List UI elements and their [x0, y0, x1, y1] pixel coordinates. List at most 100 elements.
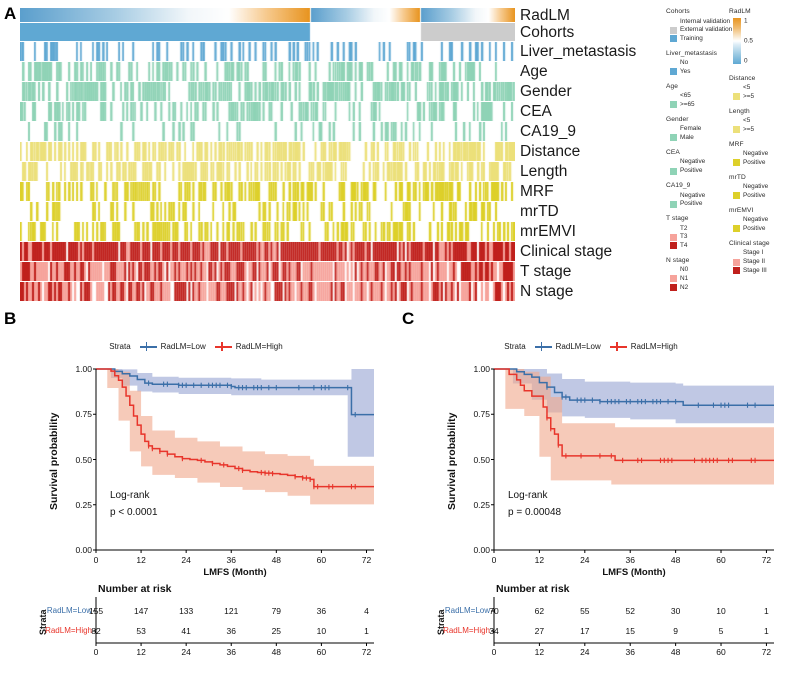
- legend-item-label: Female: [680, 125, 702, 133]
- legend-swatch: [670, 35, 677, 43]
- heatmap-label-t-stage: T stage: [520, 263, 572, 280]
- km-legend-label: RadLM=High: [630, 342, 678, 351]
- km-xtick-label: 12: [136, 555, 146, 565]
- legend-title: T stage: [666, 215, 689, 223]
- risk-value: 10: [716, 606, 726, 616]
- legend-title: Gender: [666, 115, 689, 123]
- km-ytick-label: 1.00: [75, 364, 92, 374]
- km-legend-key-radlm-low[interactable]: RadLM=Low: [139, 342, 206, 351]
- risk-table-xtick-label: 12: [534, 647, 545, 657]
- legend-group-age: Age <65 >=65: [666, 83, 728, 109]
- km-xtick-label: 24: [181, 555, 191, 565]
- heatmap-row-n-stage: [20, 282, 515, 301]
- heatmap-canvas: [20, 142, 515, 161]
- legend-column-right: RadLM 1 0.5 0 Distance <5 >=5 Length <5 >=5 MRF Neg…: [729, 8, 790, 282]
- heatmap-row-liver-metastasis: [20, 42, 515, 61]
- risk-table-axes: [93, 597, 374, 646]
- heatmap-canvas: [20, 42, 515, 61]
- heatmap-canvas: [20, 8, 515, 22]
- legend-item: Negative: [729, 150, 790, 158]
- legend-item-label: Internal validation: [680, 17, 731, 25]
- legend-swatch: [733, 216, 740, 224]
- km-xtick-label: 72: [361, 555, 372, 565]
- legend-swatch: [733, 117, 740, 125]
- risk-table-xtick-label: 36: [226, 647, 236, 657]
- legend-group-radlm-colorbar: RadLM 1 0.5 0: [729, 8, 790, 64]
- km-xtick-label: 60: [316, 555, 327, 565]
- legend-group-gender: Gender Female Male: [666, 116, 728, 142]
- km-xtick-label: 24: [580, 555, 590, 565]
- legend-item: >=5: [729, 93, 790, 101]
- legend-item: N1: [666, 275, 728, 283]
- legend-item-label: Positive: [743, 158, 766, 166]
- km-x-axis-label: LMFS (Month): [203, 567, 267, 578]
- heatmap-label-mrf: MRF: [520, 183, 554, 200]
- risk-value: 5: [718, 626, 724, 636]
- legend-swatch: [670, 192, 677, 200]
- legend-item-label: Stage III: [743, 266, 767, 274]
- km-y-axis-label: Survival probability: [446, 412, 458, 510]
- km-legend-key-radlm-high[interactable]: RadLM=High: [214, 342, 283, 351]
- km-ytick-label: 0.50: [473, 454, 490, 465]
- legend-swatch: [670, 26, 677, 34]
- km-legend-label: RadLM=Low: [160, 342, 206, 351]
- heatmap-canvas: [20, 202, 515, 221]
- colorbar-tick-label: 1: [744, 17, 748, 24]
- heatmap-label-liver-metastasis: Liver_metastasis: [520, 43, 637, 60]
- legend-item: Positive: [729, 159, 790, 167]
- legend-swatch: [670, 266, 677, 274]
- legend-item-label: >=5: [743, 92, 755, 100]
- risk-row-label-radlm-high: RadLM=High: [443, 626, 490, 635]
- legend-item-label: Positive: [743, 224, 766, 232]
- legend-item-label: N0: [680, 266, 689, 274]
- risk-value: 25: [271, 626, 282, 636]
- risk-table-xtick-label: 12: [136, 647, 146, 657]
- legend-group-liver-metastasis: Liver_metastasis No Yes: [666, 50, 728, 76]
- heatmap-row-mrtd: [20, 202, 515, 221]
- risk-table-xtick-label: 48: [271, 647, 282, 657]
- heatmap-label-clinical-stage: Clinical stage: [520, 243, 613, 260]
- legend-item: Negative: [729, 183, 790, 191]
- legend-item-label: >=65: [680, 100, 695, 108]
- legend-item: Negative: [666, 158, 728, 166]
- risk-value: 133: [179, 606, 194, 616]
- heatmap-label-gender: Gender: [520, 83, 572, 100]
- heatmap-label-age: Age: [520, 63, 548, 80]
- heatmap-label-mrtd: mrTD: [520, 203, 559, 220]
- risk-value: 55: [580, 606, 590, 616]
- heatmap-canvas: [20, 23, 515, 41]
- km-legend-key-radlm-low[interactable]: RadLM=Low: [534, 342, 601, 351]
- risk-table-xtick-label: 36: [625, 647, 635, 657]
- km-legend-key-radlm-high[interactable]: RadLM=High: [609, 342, 678, 351]
- km-legend: Strata RadLM=Low RadLM=High: [392, 342, 790, 351]
- legend-item: >=5: [729, 126, 790, 134]
- legend-item: <5: [729, 117, 790, 125]
- legend-swatch: [670, 158, 677, 166]
- km-xtick-label: 48: [670, 555, 681, 565]
- km-xtick-label: 72: [761, 555, 772, 565]
- heatmap-row-age: [20, 62, 515, 81]
- legend-item-label: Negative: [680, 191, 706, 199]
- legend-swatch: [670, 134, 677, 142]
- legend-item: Negative: [729, 216, 790, 224]
- legend-title: CEA: [666, 148, 680, 156]
- legend-swatch: [733, 267, 740, 275]
- heatmap-label-cohorts: Cohorts: [520, 24, 575, 41]
- risk-value: 1: [364, 626, 369, 636]
- heatmap-row-labels: RadLM Cohorts Liver_metastasis Age Gender CEA…: [520, 8, 670, 302]
- risk-table-xtick-label: 72: [761, 647, 772, 657]
- km-curve-1: [96, 368, 374, 488]
- legend-item: N0: [666, 266, 728, 274]
- km-ytick-label: 0.75: [473, 409, 490, 420]
- legend-swatch: [733, 225, 740, 233]
- risk-table-xtick-label: 24: [580, 647, 590, 657]
- panel-c-km-plot: C Strata RadLM=Low RadLM=High 0 12 24 36 48 60 72…: [392, 309, 790, 674]
- km-censor-ticks-1: [546, 415, 756, 464]
- legend-item-label: Negative: [743, 183, 769, 191]
- legend-swatch: [670, 92, 677, 100]
- legend-item-label: >=5: [743, 125, 755, 133]
- legend-swatch: [733, 84, 740, 92]
- heatmap-row-length: [20, 162, 515, 181]
- legend-swatch: [670, 233, 677, 241]
- legend-item-label: Negative: [680, 158, 706, 166]
